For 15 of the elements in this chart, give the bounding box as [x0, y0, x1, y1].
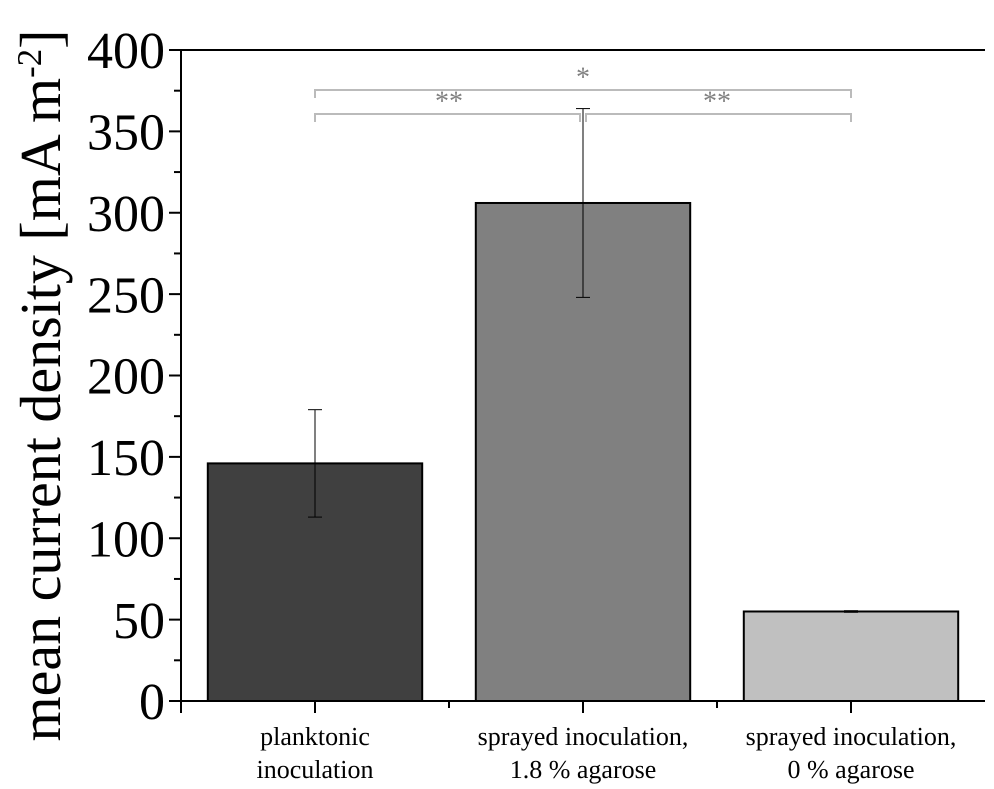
- annotation: **: [435, 86, 463, 117]
- x-tick-label: sprayed inoculation, 1.8 % agarose: [478, 722, 688, 784]
- annotation: **: [703, 86, 731, 117]
- y-tick-label: 0: [139, 674, 165, 732]
- y-tick-label: 200: [87, 348, 165, 406]
- y-tick-label: 150: [87, 430, 165, 488]
- y-tick-label: 300: [87, 186, 165, 243]
- y-tick-label: 400: [87, 23, 165, 80]
- x-tick-label: planktonic inoculation: [256, 722, 374, 784]
- y-tick-label: 250: [87, 267, 165, 324]
- y-tick-label: 100: [87, 511, 165, 568]
- annotation: *: [576, 62, 590, 93]
- y-tick-label: 50: [113, 592, 165, 650]
- y-tick-label: 350: [87, 104, 165, 162]
- x-tick-label: sprayed inoculation, 0 % agarose: [746, 722, 956, 784]
